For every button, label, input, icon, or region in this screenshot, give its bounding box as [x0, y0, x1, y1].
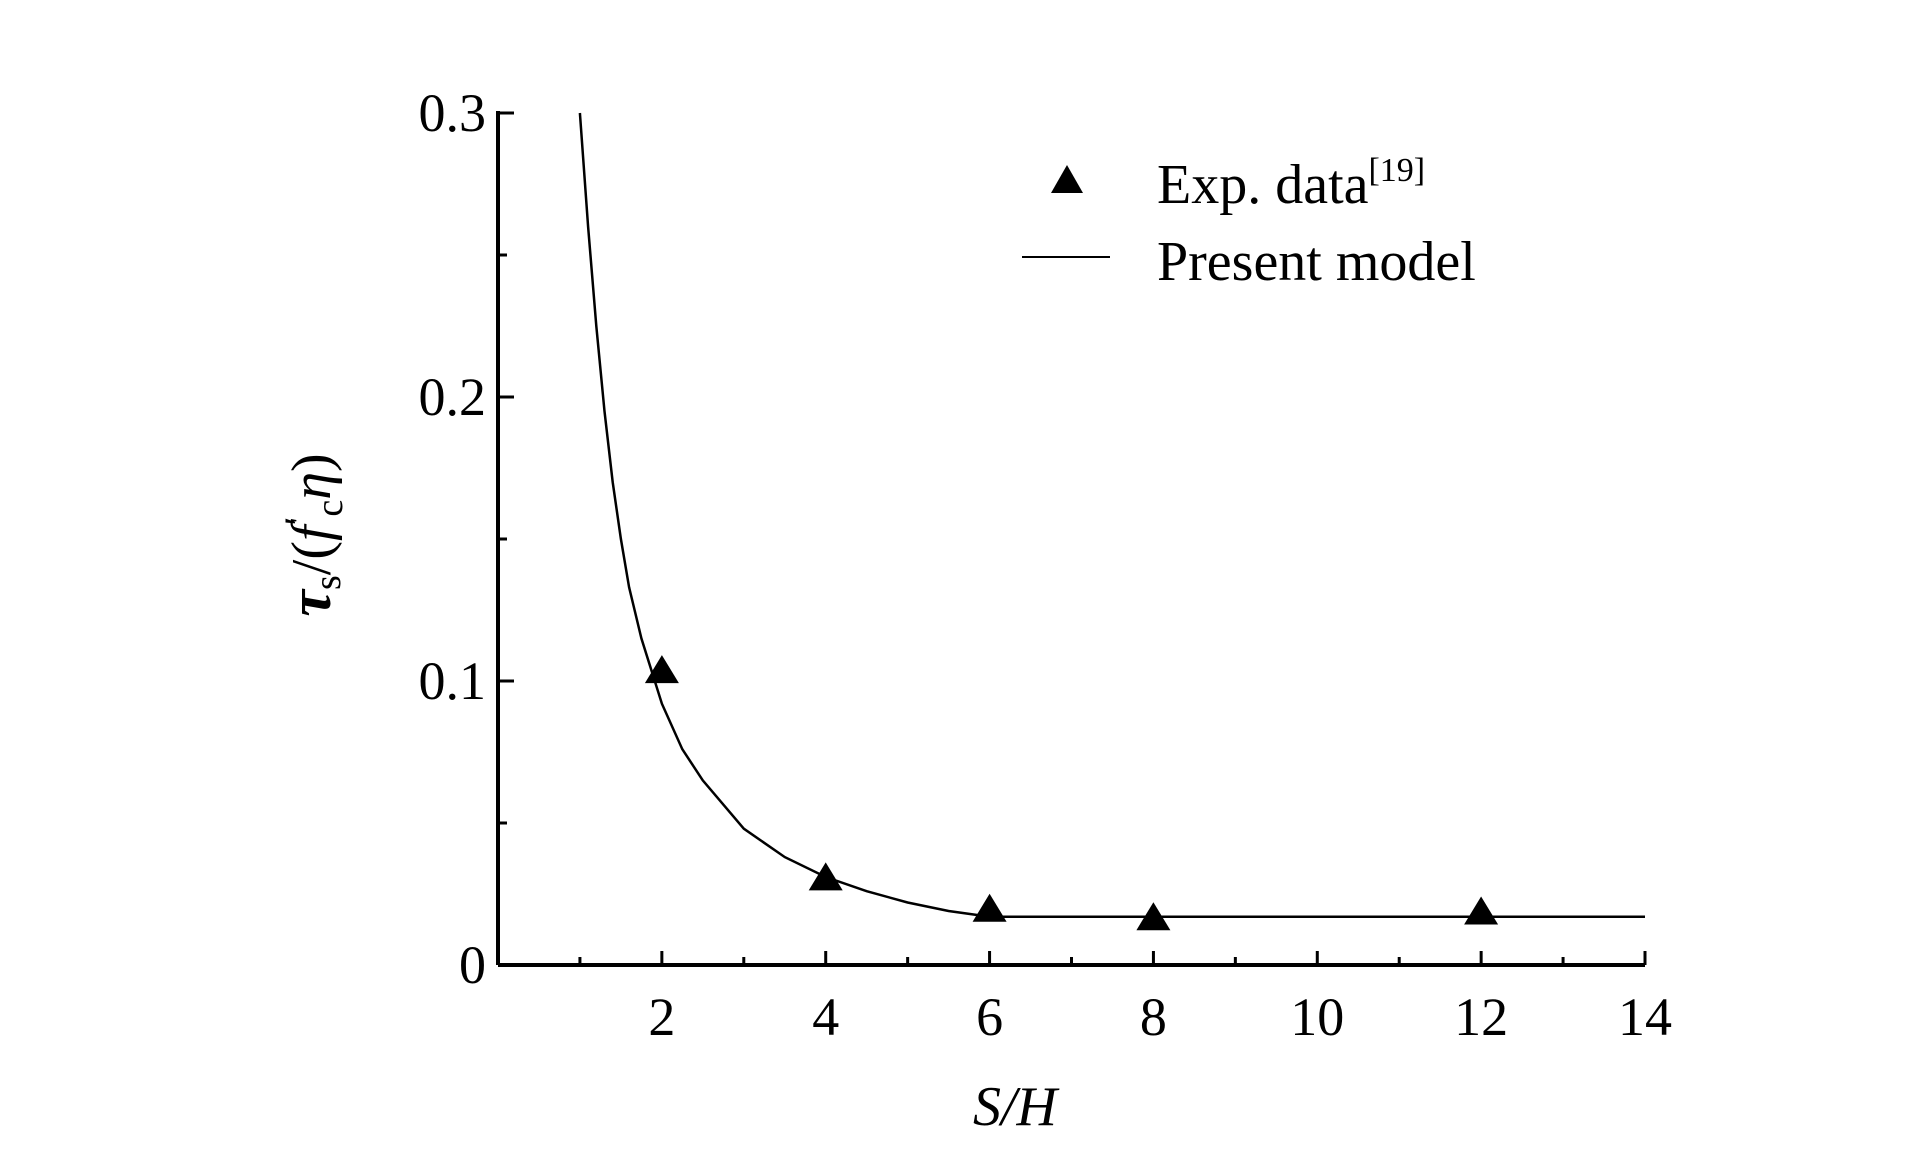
tick-labels: 2 4 6 8 10 12 14 0 0.1 0.2 0.3 [419, 83, 1673, 1047]
ticks [498, 111, 1647, 967]
y-axis-title-tau-sub: s [307, 575, 349, 590]
series-exp-data [644, 655, 1499, 931]
legend-label-exp-data-name: Exp. data [1157, 154, 1369, 216]
legend: Exp. data[19] Present model [1022, 152, 1476, 293]
x-tick-label: 12 [1454, 987, 1508, 1047]
legend-item-present-model: Present model [1022, 231, 1476, 293]
data-point [644, 655, 679, 684]
y-tick-label: 0.3 [419, 83, 487, 143]
data-point [1464, 896, 1499, 925]
y-tick-label: 0.2 [419, 367, 487, 427]
y-axis-title: τs/(f′cη) [276, 453, 351, 616]
y-axis-title-prime: ′ [276, 517, 321, 526]
y-axis-title-open: /( [281, 541, 343, 575]
legend-item-exp-data: Exp. data[19] [1051, 152, 1425, 216]
x-tick-label: 14 [1618, 987, 1672, 1047]
y-tick-label: 0 [459, 935, 486, 995]
data-point [972, 893, 1007, 922]
x-tick-label: 6 [976, 987, 1003, 1047]
y-axis-title-eta: η [281, 472, 343, 500]
legend-label-present-model: Present model [1157, 231, 1476, 293]
y-axis-title-tau: τ [277, 588, 343, 617]
legend-label-exp-data-ref: [19] [1368, 152, 1425, 189]
present-model-curve [578, 112, 1645, 918]
data-point [808, 862, 843, 891]
y-axis-title-close: ) [281, 453, 343, 472]
x-axis-title: S/H [973, 1076, 1060, 1138]
y-axis-title-f-sub: c [309, 500, 351, 517]
x-tick-label: 8 [1140, 987, 1167, 1047]
legend-label-exp-data: Exp. data[19] [1157, 152, 1425, 216]
y-tick-label: 0.1 [419, 651, 487, 711]
x-tick-label: 4 [812, 987, 839, 1047]
x-tick-label: 2 [648, 987, 675, 1047]
data-point [1136, 902, 1171, 931]
x-tick-label: 10 [1290, 987, 1344, 1047]
legend-marker-triangle [1051, 165, 1083, 193]
series-present-model [578, 112, 1645, 918]
